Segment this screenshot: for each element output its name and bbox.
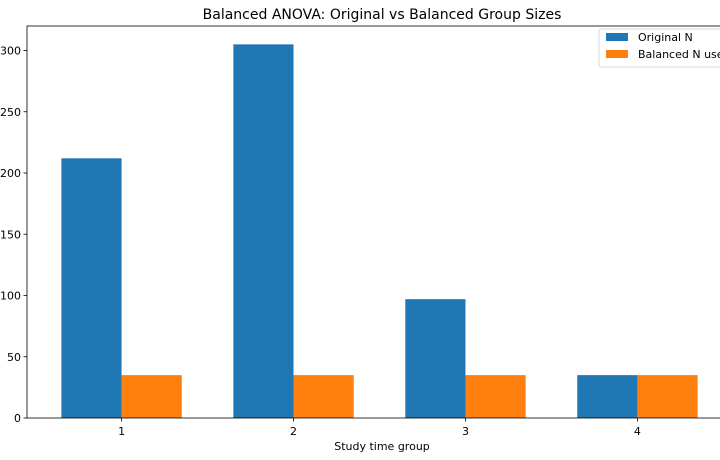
legend-swatch <box>606 50 628 58</box>
legend-label: Balanced N used <box>638 48 720 61</box>
y-tick-label: 50 <box>7 351 21 364</box>
bar-balanced-2 <box>293 375 354 419</box>
bars-group <box>61 44 698 419</box>
legend-box <box>598 28 720 68</box>
bar-balanced-4 <box>637 375 698 419</box>
x-axis-label: Study time group <box>334 440 430 453</box>
x-tick-label: 3 <box>462 425 469 438</box>
chart-title: Balanced ANOVA: Original vs Balanced Gro… <box>203 7 562 23</box>
legend-swatch <box>606 33 628 41</box>
y-axis: 0 50 100 150 200 250 300 <box>0 45 27 425</box>
bar-balanced-1 <box>121 375 182 419</box>
y-tick-label: 300 <box>0 45 21 58</box>
bar-balanced-3 <box>465 375 526 419</box>
legend-label: Original N <box>638 31 693 44</box>
y-tick-label: 0 <box>14 412 21 425</box>
bar-original-4 <box>577 375 638 419</box>
legend: Original N Balanced N used <box>598 28 720 68</box>
plot-frame <box>26 25 720 419</box>
x-tick-label: 4 <box>634 425 641 438</box>
y-tick-label: 150 <box>0 228 21 241</box>
y-tick-label: 250 <box>0 106 21 119</box>
x-tick-label: 2 <box>290 425 297 438</box>
x-axis: 1 2 3 4 <box>118 418 641 438</box>
bar-original-3 <box>405 299 466 418</box>
bar-original-2 <box>233 44 294 419</box>
y-tick-label: 200 <box>0 167 21 180</box>
bar-original-1 <box>61 158 122 419</box>
x-tick-label: 1 <box>118 425 125 438</box>
y-tick-label: 100 <box>0 290 21 303</box>
